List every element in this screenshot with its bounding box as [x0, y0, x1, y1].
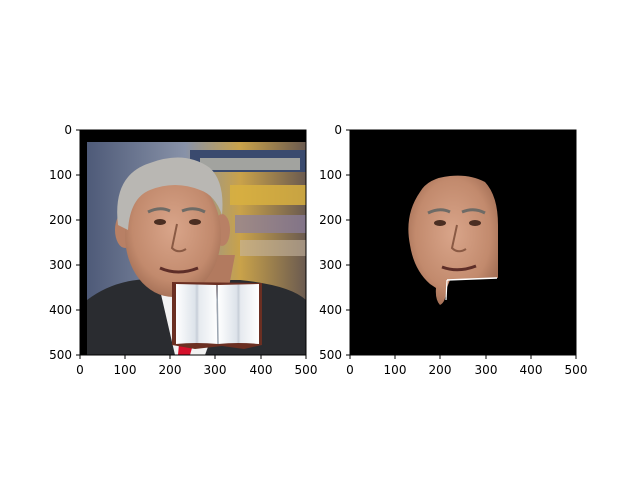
y-axis-left: 0 100 200 300 400 500: [49, 123, 80, 362]
y-tick-label: 400: [319, 303, 342, 317]
segmented-face: [350, 130, 576, 355]
segmented-face-panel: 0 100 200 300 400 500 0 100 200 300 400 …: [319, 123, 587, 377]
x-tick-label: 500: [565, 363, 588, 377]
x-tick-label: 200: [159, 363, 182, 377]
original-photo: [80, 130, 306, 355]
x-tick-label: 200: [429, 363, 452, 377]
y-tick-label: 0: [64, 123, 72, 137]
y-tick-label: 500: [319, 348, 342, 362]
y-tick-label: 100: [319, 168, 342, 182]
y-tick-label: 100: [49, 168, 72, 182]
book-occluder: [172, 282, 262, 349]
x-axis-right: 0 100 200 300 400 500: [346, 355, 587, 377]
y-tick-label: 0: [334, 123, 342, 137]
x-axis-left: 0 100 200 300 400 500: [76, 355, 317, 377]
x-tick-label: 100: [384, 363, 407, 377]
axes-frame-right: [349, 129, 577, 356]
axes-frame-left: [79, 129, 307, 356]
y-axis-right: 0 100 200 300 400 500: [319, 123, 350, 362]
x-tick-label: 500: [295, 363, 318, 377]
x-tick-label: 300: [475, 363, 498, 377]
y-tick-label: 300: [49, 258, 72, 272]
y-tick-label: 300: [319, 258, 342, 272]
y-tick-label: 500: [49, 348, 72, 362]
y-tick-label: 200: [319, 213, 342, 227]
x-tick-label: 0: [346, 363, 354, 377]
y-tick-label: 400: [49, 303, 72, 317]
x-tick-label: 400: [520, 363, 543, 377]
x-tick-label: 0: [76, 363, 84, 377]
x-tick-label: 100: [114, 363, 137, 377]
x-tick-label: 400: [250, 363, 273, 377]
y-tick-label: 200: [49, 213, 72, 227]
x-tick-label: 300: [204, 363, 227, 377]
original-photo-panel: 0 100 200 300 400 500 0 100 200 300 400 …: [49, 123, 317, 377]
